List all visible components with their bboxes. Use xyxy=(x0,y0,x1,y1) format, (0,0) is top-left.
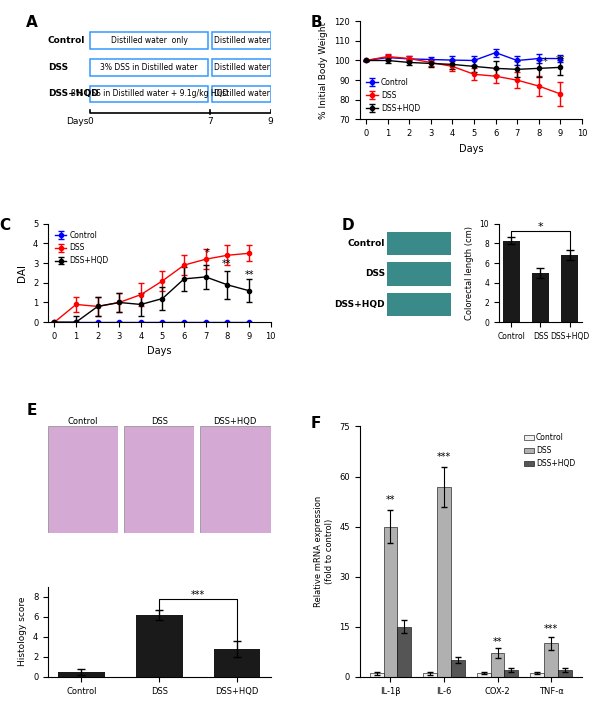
Text: *: * xyxy=(205,248,209,258)
Text: *: * xyxy=(543,57,548,67)
Y-axis label: Histology score: Histology score xyxy=(19,597,28,666)
Bar xyxy=(397,627,412,677)
Text: 7: 7 xyxy=(208,116,214,125)
Text: DSS: DSS xyxy=(365,269,385,278)
Bar xyxy=(423,673,437,677)
Text: Control: Control xyxy=(348,239,385,248)
Text: E: E xyxy=(27,403,37,418)
FancyBboxPatch shape xyxy=(212,85,271,102)
Text: Days: Days xyxy=(66,116,88,125)
Legend: Control, DSS, DSS+HQD: Control, DSS, DSS+HQD xyxy=(52,228,112,269)
Text: Distilled water  only: Distilled water only xyxy=(111,37,188,45)
X-axis label: Days: Days xyxy=(147,346,172,357)
Bar xyxy=(532,273,549,322)
Text: DSS+HQD: DSS+HQD xyxy=(48,90,98,99)
Y-axis label: Colorectal length (cm): Colorectal length (cm) xyxy=(465,226,474,320)
Y-axis label: DAI: DAI xyxy=(17,264,28,282)
FancyBboxPatch shape xyxy=(387,293,451,317)
Bar xyxy=(437,486,451,677)
Bar xyxy=(476,673,491,677)
FancyBboxPatch shape xyxy=(212,59,271,75)
FancyBboxPatch shape xyxy=(48,427,118,532)
Bar xyxy=(451,660,465,677)
Text: F: F xyxy=(311,417,321,431)
Text: 3% DSS in Distilled water: 3% DSS in Distilled water xyxy=(100,63,198,72)
Text: B: B xyxy=(311,16,322,30)
Bar xyxy=(505,670,518,677)
Title: Control: Control xyxy=(68,417,98,426)
Text: A: A xyxy=(26,16,37,30)
FancyBboxPatch shape xyxy=(387,232,451,255)
Bar xyxy=(136,615,182,677)
Text: ***: *** xyxy=(191,589,205,600)
Text: **: ** xyxy=(245,270,255,281)
Text: *: * xyxy=(538,221,543,232)
Y-axis label: Relative mRNA expression
(fold to control): Relative mRNA expression (fold to contro… xyxy=(314,496,334,607)
Legend: Control, DSS, DSS+HQD: Control, DSS, DSS+HQD xyxy=(521,430,578,471)
Text: DSS: DSS xyxy=(48,63,68,72)
Text: Control: Control xyxy=(48,37,85,45)
FancyBboxPatch shape xyxy=(90,59,208,75)
Text: D: D xyxy=(341,218,354,233)
FancyBboxPatch shape xyxy=(212,32,271,49)
Text: **: ** xyxy=(556,56,565,66)
FancyBboxPatch shape xyxy=(124,427,194,532)
FancyBboxPatch shape xyxy=(90,85,208,102)
Legend: Control, DSS, DSS+HQD: Control, DSS, DSS+HQD xyxy=(364,75,423,116)
Text: **: ** xyxy=(221,259,231,269)
Text: Distilled water: Distilled water xyxy=(214,63,269,72)
Text: **: ** xyxy=(493,637,502,647)
Text: ***: *** xyxy=(437,452,451,462)
Bar xyxy=(383,527,397,677)
Bar xyxy=(58,672,105,677)
Text: Distilled water: Distilled water xyxy=(214,90,269,99)
Text: DSS+HQD: DSS+HQD xyxy=(334,300,385,309)
Bar xyxy=(558,670,572,677)
Bar xyxy=(503,240,520,322)
Text: Distilled water: Distilled water xyxy=(214,37,269,45)
Bar xyxy=(561,255,578,322)
Bar xyxy=(491,654,505,677)
Bar xyxy=(544,644,558,677)
Text: ***: *** xyxy=(544,624,558,634)
Text: **: ** xyxy=(386,495,395,505)
Bar xyxy=(370,673,383,677)
Text: 9: 9 xyxy=(268,116,274,125)
FancyBboxPatch shape xyxy=(90,32,208,49)
Bar xyxy=(214,649,260,677)
Y-axis label: % Initial Body Weight: % Initial Body Weight xyxy=(319,22,328,119)
Bar xyxy=(530,673,544,677)
Title: DSS+HQD: DSS+HQD xyxy=(214,417,257,426)
FancyBboxPatch shape xyxy=(387,262,451,286)
Title: DSS: DSS xyxy=(151,417,168,426)
Text: 0: 0 xyxy=(88,116,93,125)
X-axis label: Days: Days xyxy=(458,144,483,154)
Text: 3% DSS in Distilled water + 9.1g/kg HQD: 3% DSS in Distilled water + 9.1g/kg HQD xyxy=(71,90,228,99)
Text: C: C xyxy=(0,218,10,233)
FancyBboxPatch shape xyxy=(200,427,271,532)
